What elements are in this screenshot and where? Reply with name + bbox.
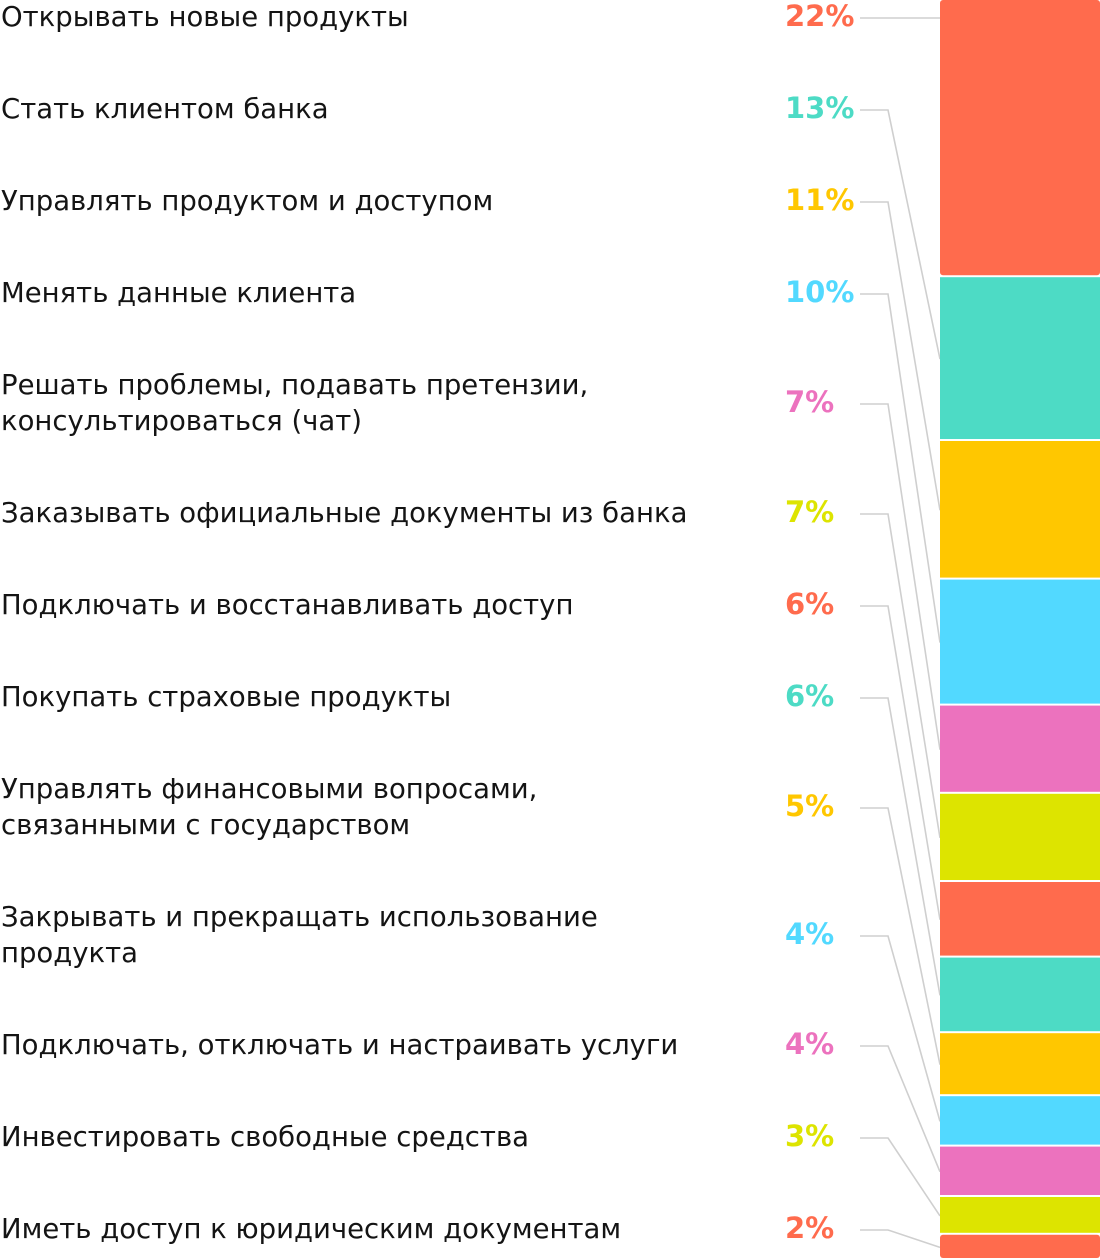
leader-line xyxy=(860,201,941,511)
value-label: 5% xyxy=(785,789,834,823)
category-labels: Открывать новые продукты Стать клиентом б… xyxy=(1,1,687,1245)
value-label: 7% xyxy=(785,385,834,419)
category-label-line: Менять данные клиента xyxy=(1,277,356,309)
bar-segment xyxy=(940,882,1100,956)
bar-segment xyxy=(940,441,1100,578)
bar-segment xyxy=(940,1197,1100,1233)
value-label: 11% xyxy=(785,183,854,217)
category-label-line: Управлять продуктом и доступом xyxy=(1,185,493,217)
category-label-line: продукта xyxy=(1,937,138,969)
category-label: Иметь доступ к юридическим документам xyxy=(1,1213,621,1245)
leader-line xyxy=(860,1229,941,1249)
category-label-line: Покупать страховые продукты xyxy=(1,681,451,713)
leader-lines xyxy=(860,17,941,1249)
value-label: 22% xyxy=(785,0,854,33)
category-label-line: Подключать и восстанавливать доступ xyxy=(1,589,573,621)
leader-line xyxy=(860,109,941,360)
category-label-line: Инвестировать свободные средства xyxy=(1,1121,529,1153)
bar-segment xyxy=(940,705,1100,792)
category-label: Решать проблемы, подавать претензии, конс… xyxy=(1,369,588,437)
value-label: 13% xyxy=(785,91,854,125)
category-label: Подключать, отключать и настраивать услу… xyxy=(1,1029,678,1061)
bar-segment xyxy=(940,793,1100,880)
category-label-line: Подключать, отключать и настраивать услу… xyxy=(1,1029,678,1061)
bar-segment xyxy=(940,957,1100,1032)
bar-segment xyxy=(940,579,1100,704)
leader-line xyxy=(860,1045,941,1173)
leader-line xyxy=(860,1137,941,1217)
category-label: Менять данные клиента xyxy=(1,277,356,309)
category-label-line: Заказывать официальные документы из банк… xyxy=(1,497,687,529)
value-label: 7% xyxy=(785,495,834,529)
bar-segment xyxy=(940,0,1100,276)
leader-line xyxy=(860,513,941,839)
category-label-line: связанными с государством xyxy=(1,809,410,841)
value-label: 4% xyxy=(785,1027,834,1061)
value-label: 6% xyxy=(785,587,834,621)
stacked-bar xyxy=(940,0,1100,1258)
bar-segment xyxy=(940,1234,1100,1258)
bar-segment xyxy=(940,1096,1100,1145)
leader-line xyxy=(860,697,941,996)
leader-line xyxy=(860,605,941,920)
category-label: Управлять продуктом и доступом xyxy=(1,185,493,217)
category-label-line: Управлять финансовыми вопросами, xyxy=(1,773,537,805)
value-label: 3% xyxy=(785,1119,834,1153)
category-label: Заказывать официальные документы из банк… xyxy=(1,497,687,529)
category-label: Открывать новые продукты xyxy=(1,1,409,33)
category-label: Стать клиентом банка xyxy=(1,93,329,125)
category-label-line: Стать клиентом банка xyxy=(1,93,329,125)
leader-line xyxy=(860,403,941,750)
category-label: Инвестировать свободные средства xyxy=(1,1121,529,1153)
leader-line xyxy=(860,935,941,1122)
bar-segment xyxy=(940,1033,1100,1095)
category-label-line: Закрывать и прекращать использование xyxy=(1,901,598,933)
bar-segment xyxy=(940,277,1100,439)
value-label: 10% xyxy=(785,275,854,309)
leader-line xyxy=(860,293,941,643)
category-label-line: Открывать новые продукты xyxy=(1,1,409,33)
category-label-line: консультироваться (чат) xyxy=(1,405,362,437)
category-label: Покупать страховые продукты xyxy=(1,681,451,713)
category-label-line: Иметь доступ к юридическим документам xyxy=(1,1213,621,1245)
value-label: 2% xyxy=(785,1211,834,1245)
value-labels: 22% 13% 11% 10% 7% 7% 6% 6% 5% 4% 4% 3% 2% xyxy=(785,0,854,1245)
category-label: Закрывать и прекращать использование прод… xyxy=(1,901,598,969)
category-label: Подключать и восстанавливать доступ xyxy=(1,589,573,621)
category-label: Управлять финансовыми вопросами, связанны… xyxy=(1,773,537,841)
category-label-line: Решать проблемы, подавать претензии, xyxy=(1,369,588,401)
bar-segment xyxy=(940,1146,1100,1195)
leader-line xyxy=(860,807,941,1065)
value-label: 6% xyxy=(785,679,834,713)
value-label: 4% xyxy=(785,917,834,951)
